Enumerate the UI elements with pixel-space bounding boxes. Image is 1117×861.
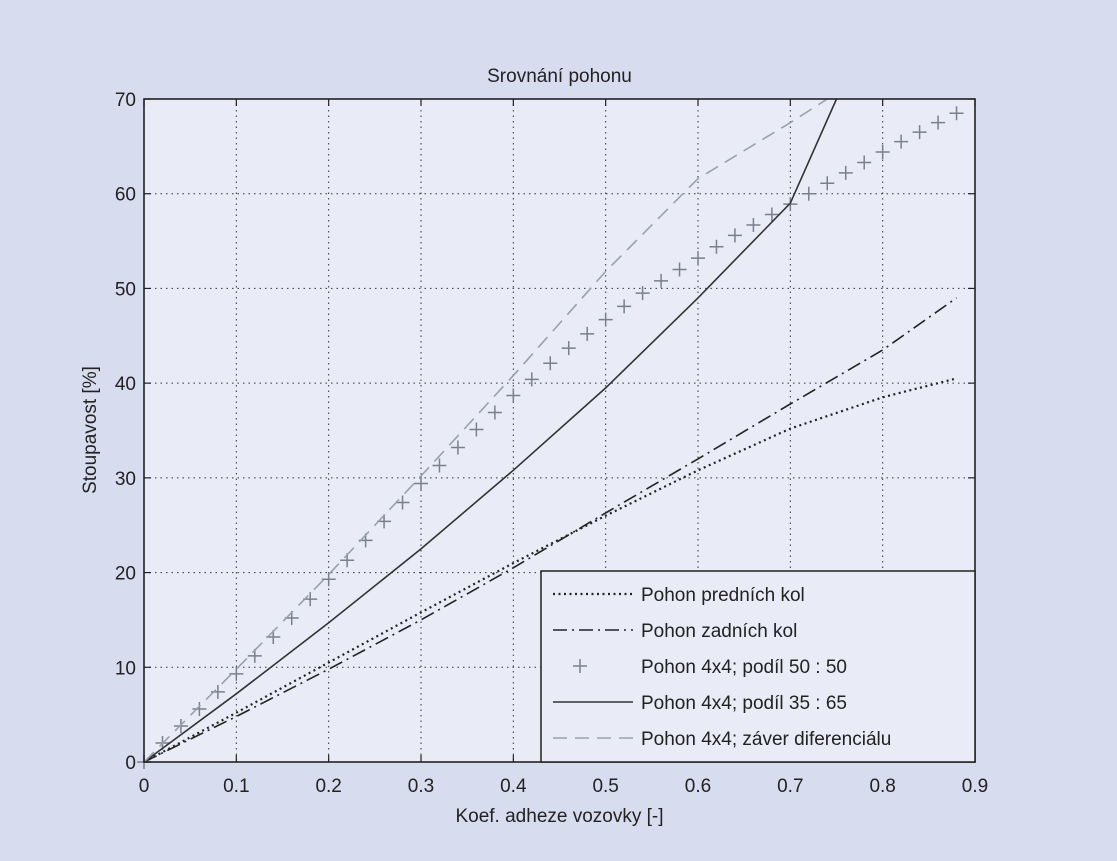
x-tick-label: 0.6: [685, 776, 711, 797]
series-3-point: [727, 228, 742, 243]
y-tick-label: 70: [115, 90, 136, 111]
x-tick-label: 0.5: [592, 776, 618, 797]
series-3-point: [672, 262, 687, 277]
series-3-point: [450, 440, 465, 455]
legend-label: Pohon predních kol: [641, 585, 805, 606]
tick-labels: 0 0.1 0.2 0.3 0.4 0.5 0.6 0.7 0.8 0.9 0 10 20 30 40 50 6…: [115, 90, 988, 797]
series-3-point: [321, 572, 336, 587]
series-3-point: [746, 217, 761, 232]
y-tick-label: 40: [115, 374, 136, 395]
series-3-point: [617, 299, 632, 314]
y-tick-label: 0: [125, 753, 136, 774]
y-tick-label: 10: [115, 658, 136, 679]
series-3-point: [931, 115, 946, 130]
x-tick-label: 0.9: [962, 776, 988, 797]
legend-label: Pohon 4x4; záver diferenciálu: [641, 729, 891, 750]
series-3-point: [173, 719, 188, 734]
series-3-point: [598, 312, 613, 327]
series-3-point: [506, 388, 521, 403]
series-3-point: [764, 207, 779, 222]
legend-label: Pohon 4x4; podíl 50 : 50: [641, 657, 847, 678]
x-tick-label: 0.1: [223, 776, 249, 797]
series-3-point: [801, 186, 816, 201]
x-tick-label: 0.4: [500, 776, 527, 797]
y-tick-label: 20: [115, 564, 136, 585]
series-3-point: [857, 155, 872, 170]
x-tick-label: 0.3: [408, 776, 434, 797]
y-tick-label: 50: [115, 279, 136, 300]
series-3-point: [709, 239, 724, 254]
x-tick-label: 0.2: [315, 776, 341, 797]
legend-box: [540, 570, 976, 763]
series-3-point: [561, 341, 576, 356]
series-3-point: [414, 476, 428, 491]
series-3-point: [875, 145, 890, 160]
series-3-point: [524, 372, 539, 387]
series-3-point: [395, 495, 410, 510]
x-tick-label: 0.8: [869, 776, 895, 797]
series-5-line: [143, 98, 828, 763]
series-group: [137, 98, 964, 769]
legend-label: Pohon 4x4; podíl 35 : 65: [641, 693, 847, 714]
x-tick-label: 0: [139, 776, 150, 797]
series-3-point: [949, 106, 964, 121]
legend-label: Pohon zadních kol: [641, 621, 797, 642]
y-tick-label: 60: [115, 185, 136, 206]
series-3-point: [487, 405, 502, 420]
series-1-line: [143, 377, 957, 763]
series-3-point: [229, 666, 244, 681]
legend-marker: [573, 659, 587, 673]
x-tick-label: 0.7: [777, 776, 803, 797]
legend: Pohon predních kol Pohon zadních kol Pohon…: [540, 570, 976, 763]
series-2-line: [143, 297, 957, 763]
series-3-point: [192, 701, 207, 716]
x-axis-label: Koef. adheze vozovky [-]: [455, 806, 663, 827]
series-3-point: [820, 176, 835, 191]
y-axis-label: Stoupavost [%]: [80, 366, 101, 494]
chart-title: Srovnání pohonu: [487, 66, 632, 87]
series-3-point: [894, 134, 909, 149]
series-3-point: [543, 356, 558, 371]
series-3-point: [469, 422, 484, 437]
series-3-point: [912, 125, 927, 140]
series-3-point: [432, 458, 447, 473]
series-3-point: [654, 273, 669, 288]
series-3-point: [580, 326, 595, 341]
series-3-point: [838, 165, 853, 180]
series-3-point: [691, 251, 705, 266]
series-3-point: [635, 286, 650, 301]
y-tick-label: 30: [115, 469, 136, 490]
series-4-line: [143, 98, 838, 763]
